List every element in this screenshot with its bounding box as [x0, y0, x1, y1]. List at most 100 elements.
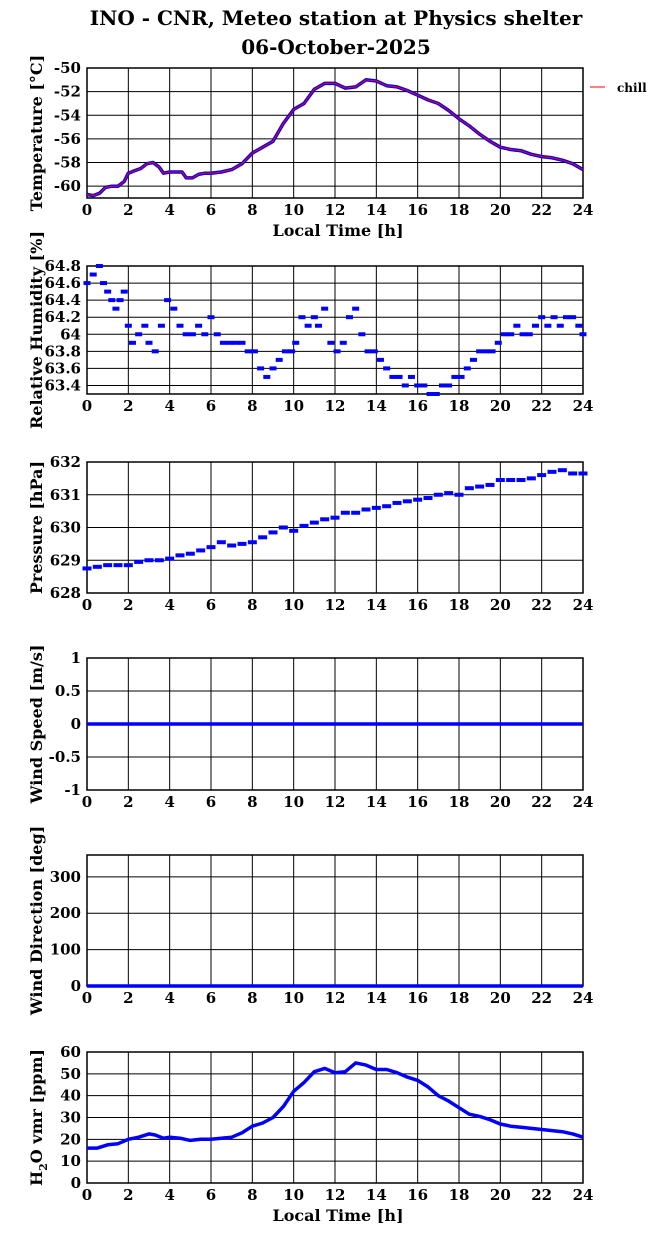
data-point	[124, 323, 132, 328]
data-point	[298, 315, 306, 320]
data-point	[402, 499, 412, 504]
plot-frame	[86, 1051, 584, 1184]
data-point	[371, 505, 381, 510]
y-tick-label: 30	[60, 1109, 81, 1127]
x-tick-label: 10	[283, 201, 304, 219]
data-point	[289, 528, 299, 533]
data-point	[475, 484, 485, 489]
x-tick-label: 24	[573, 201, 594, 219]
y-tick-label: 0	[71, 715, 81, 733]
data-point	[120, 289, 128, 294]
data-point	[392, 500, 402, 505]
data-point	[95, 264, 103, 268]
x-tick-label: 6	[206, 397, 216, 415]
x-tick-label: 6	[206, 596, 216, 614]
data-point	[238, 340, 246, 345]
data-point	[257, 366, 265, 371]
data-point	[327, 340, 335, 345]
x-tick-label: 24	[573, 397, 594, 415]
x-tick-label: 0	[82, 596, 92, 614]
data-point	[320, 517, 330, 522]
data-point	[383, 366, 391, 371]
data-point	[444, 491, 454, 496]
x-tick-label: 8	[247, 1186, 257, 1204]
x-tick-label: 8	[247, 989, 257, 1007]
x-tick-label: 16	[407, 989, 428, 1007]
data-point	[407, 374, 415, 379]
x-tick-label: 10	[283, 596, 304, 614]
data-point	[145, 340, 153, 345]
y-axis-label: Temperature [°C]	[27, 55, 46, 211]
data-point	[569, 315, 577, 320]
y-tick-label: 629	[50, 551, 81, 569]
x-tick-label: 20	[490, 793, 511, 811]
x-tick-label: 22	[531, 1186, 552, 1204]
data-point	[141, 323, 149, 328]
x-tick-label: 14	[366, 989, 387, 1007]
y-tick-label: -60	[54, 177, 81, 195]
data-point	[401, 383, 409, 388]
x-tick-label: 0	[82, 989, 92, 1007]
x-tick-label: 4	[164, 1186, 174, 1204]
data-point	[151, 349, 159, 354]
y-tick-label: 64.2	[44, 308, 81, 326]
data-point	[506, 478, 516, 483]
data-point	[575, 323, 583, 328]
data-point	[500, 332, 508, 337]
data-point	[216, 540, 226, 545]
data-point	[219, 340, 227, 345]
x-tick-label: 12	[325, 989, 346, 1007]
x-tick-label: 2	[123, 793, 133, 811]
y-tick-label: 64.8	[44, 257, 81, 275]
data-point	[361, 507, 371, 512]
series-line	[87, 1061, 584, 1150]
x-tick-label: 14	[366, 201, 387, 219]
data-point	[562, 315, 570, 320]
data-point	[579, 332, 587, 337]
x-tick-label: 12	[325, 596, 346, 614]
data-point	[134, 559, 144, 564]
data-point	[83, 281, 91, 286]
data-point	[226, 340, 234, 345]
data-point	[556, 323, 564, 328]
y-tick-label: -1	[64, 781, 81, 799]
y-tick-label: 20	[60, 1130, 81, 1148]
x-tick-label: 12	[325, 1186, 346, 1204]
data-point	[227, 543, 237, 548]
y-tick-label: -52	[54, 83, 81, 101]
y-tick-label: 628	[50, 584, 81, 602]
data-point	[537, 473, 547, 478]
y-tick-label: 64.6	[44, 274, 81, 292]
x-tick-label: 12	[325, 397, 346, 415]
x-tick-label: 22	[531, 793, 552, 811]
x-tick-label: 0	[82, 397, 92, 415]
data-point	[258, 535, 268, 540]
data-point	[196, 548, 206, 553]
y-tick-label: -56	[54, 130, 81, 148]
data-point	[304, 323, 312, 328]
data-point	[557, 468, 567, 473]
x-tick-label: 20	[490, 1186, 511, 1204]
data-point	[420, 383, 428, 388]
data-point	[494, 340, 502, 345]
data-point	[382, 504, 392, 509]
data-point	[281, 349, 289, 354]
data-point	[232, 340, 240, 345]
data-point	[426, 392, 434, 396]
x-tick-label: 0	[82, 793, 92, 811]
x-tick-label: 10	[283, 989, 304, 1007]
data-point	[376, 357, 384, 362]
x-tick-label: 0	[82, 201, 92, 219]
y-tick-label: 63.8	[44, 342, 81, 360]
data-point	[195, 323, 203, 328]
legend-label: chill	[617, 81, 647, 95]
data-point	[339, 340, 347, 345]
data-point	[547, 469, 557, 474]
data-point	[519, 332, 527, 337]
y-tick-label: -58	[54, 154, 81, 172]
figure-title-line1: INO - CNR, Meteo station at Physics shel…	[90, 6, 583, 30]
y-tick-label: 40	[60, 1087, 81, 1105]
y-tick-label: 50	[60, 1065, 81, 1083]
data-point	[116, 298, 124, 303]
x-tick-label: 4	[164, 201, 174, 219]
